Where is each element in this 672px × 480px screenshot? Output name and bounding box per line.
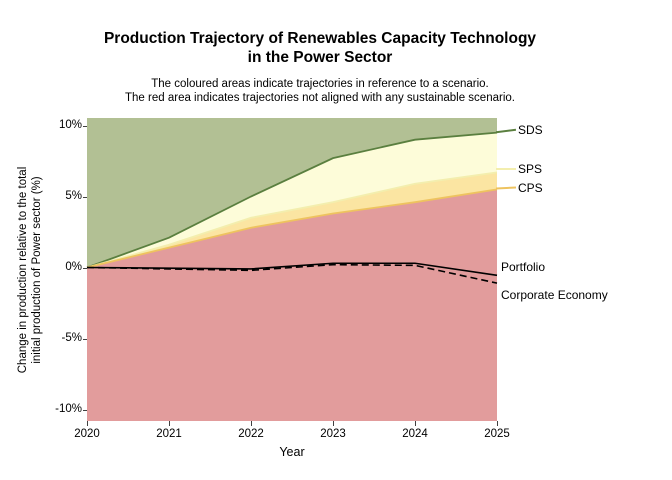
scenario-label-sds: SDS (518, 123, 543, 137)
y-tick-mark (83, 267, 87, 269)
chart-plot-area (86, 118, 498, 421)
y-tick-label: 5% (65, 190, 82, 202)
cps-leader-line (495, 186, 517, 190)
y-tick-mark (83, 338, 87, 340)
chart-subtitle-line-1: The coloured areas indicate trajectories… (151, 78, 489, 90)
x-tick-mark (251, 421, 252, 426)
sds-leader-line (495, 128, 517, 134)
y-axis-label-line-1: Change in production relative to the tot… (17, 166, 29, 374)
x-tick-mark (333, 421, 334, 426)
boundary-line-cps (86, 188, 498, 269)
x-tick-label: 2024 (402, 428, 428, 440)
area-below-cps (87, 189, 497, 421)
y-tick-mark (83, 196, 87, 198)
line-label-corporate-economy: Corporate Economy (501, 288, 608, 302)
x-axis-label: Year (279, 445, 305, 459)
x-tick-label: 2021 (156, 428, 182, 440)
scenario-label-sps: SPS (518, 162, 543, 176)
chart-title: Production Trajectory of Renewables Capa… (103, 30, 537, 66)
line-label-portfolio: Portfolio (501, 260, 546, 274)
x-tick-label: 2020 (74, 428, 100, 440)
x-tick-mark (169, 421, 170, 426)
x-tick-label: 2022 (238, 428, 264, 440)
sps-leader-line (496, 168, 516, 170)
boundary-line-sps (86, 171, 498, 269)
x-tick-mark (415, 421, 416, 426)
y-tick-mark (83, 409, 87, 411)
x-tick-label: 2025 (484, 428, 510, 440)
y-tick-label: 0% (65, 261, 82, 273)
y-tick-label: -10% (55, 403, 82, 415)
chart-subtitle-line-2: The red area indicates trajectories not … (125, 92, 515, 104)
y-tick-label: 10% (58, 119, 82, 131)
trajectory-line-corporate-economy (86, 263, 498, 284)
x-tick-mark (87, 421, 88, 426)
y-tick-label: -5% (61, 332, 82, 344)
chart-canvas (86, 118, 498, 421)
x-tick-label: 2023 (320, 428, 346, 440)
y-tick-mark (83, 125, 87, 127)
boundary-line-sds (86, 131, 498, 269)
scenario-label-cps: CPS (518, 181, 543, 195)
x-tick-mark (497, 421, 498, 426)
